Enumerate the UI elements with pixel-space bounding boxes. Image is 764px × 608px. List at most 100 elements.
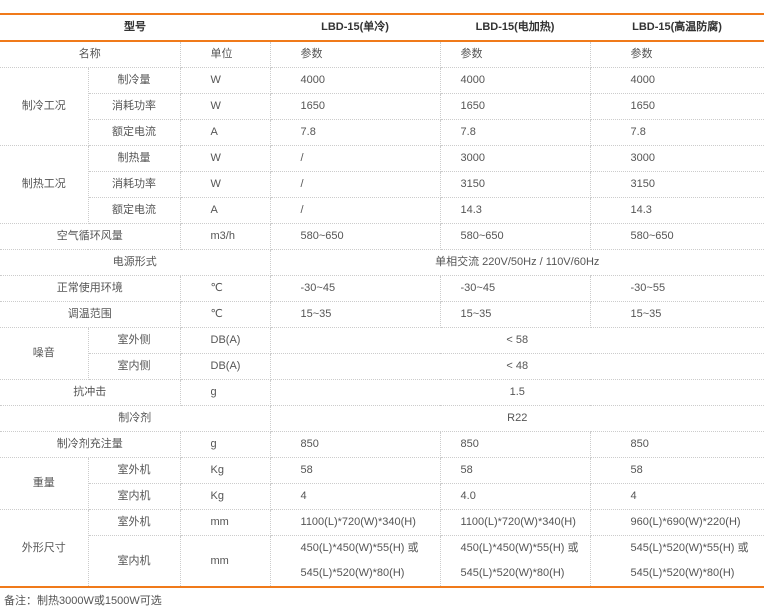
table-cell: Kg	[179, 483, 271, 510]
table-cell: 450(L)*450(W)*55(H) 或 545(L)*520(W)*80(H…	[439, 535, 591, 588]
table-cell: 580~650	[269, 223, 441, 250]
table-cell: 室内侧	[88, 353, 181, 380]
table-cell: 单相交流 220V/50Hz / 110V/60Hz	[269, 249, 764, 276]
table-cell: 名称	[0, 40, 181, 68]
table-cell: W	[179, 171, 271, 198]
table-cell: 15~35	[589, 301, 764, 328]
table-row: 抗冲击 g 1.5	[0, 379, 764, 406]
table-row: 噪音 室外侧 DB(A) < 58	[0, 327, 764, 380]
table-cell: 58	[269, 457, 441, 484]
table-row: 额定电流 A 7.8 7.8 7.8	[0, 119, 764, 146]
header-row: 型号 LBD-15(单冷) LBD-15(电加热) LBD-15(高温防腐)	[0, 13, 764, 42]
table-cell: 580~650	[589, 223, 764, 250]
table-cell: 58	[439, 457, 591, 484]
table-cell: 450(L)*450(W)*55(H) 或 545(L)*520(W)*80(H…	[269, 535, 441, 588]
table-cell: 额定电流	[88, 197, 181, 224]
table-cell: mm	[179, 535, 271, 588]
table-cell: 1100(L)*720(W)*340(H)	[439, 509, 591, 536]
table-cell: /	[269, 197, 441, 224]
table-cell: 580~650	[439, 223, 591, 250]
table-cell: 室外机	[87, 457, 181, 484]
table-cell: 15~35	[439, 301, 591, 328]
table-row: 室内侧 DB(A) < 48	[0, 353, 764, 380]
table-cell: 室外机	[87, 509, 181, 536]
table-cell: 室内机	[88, 535, 181, 588]
table-cell: -30~45	[269, 275, 441, 302]
table-row: 名称 单位 参数 参数 参数	[0, 40, 764, 68]
table-cell: 正常使用环境	[0, 275, 181, 302]
table-cell: m3/h	[179, 223, 271, 250]
table-cell: /	[269, 171, 441, 198]
table-cell: 14.3	[439, 197, 591, 224]
table-cell: 3000	[439, 145, 591, 172]
table-cell: Kg	[179, 457, 271, 484]
table-cell: 参数	[269, 40, 441, 68]
table-row: 室内机 mm 450(L)*450(W)*55(H) 或 545(L)*520(W)…	[0, 535, 764, 588]
table-cell: 850	[439, 431, 591, 458]
table-cell: 参数	[589, 40, 764, 68]
table-row: 重量 室外机 Kg 58 58 58	[0, 457, 764, 510]
table-row: 室内机 Kg 4 4.0 4	[0, 483, 764, 510]
table-cell: W	[179, 145, 271, 172]
table-cell: 调温范围	[0, 301, 181, 328]
table-cell: 消耗功率	[88, 171, 181, 198]
table-cell: A	[179, 119, 271, 146]
table-cell: 4000	[439, 67, 591, 94]
table-cell: 4	[269, 483, 441, 510]
table-cell: 3150	[589, 171, 764, 198]
table-cell: 噪音	[0, 327, 89, 380]
table-row: 制冷剂充注量 g 850 850 850	[0, 431, 764, 458]
table-cell: 4	[589, 483, 764, 510]
table-cell: 室内机	[88, 483, 181, 510]
table-cell: -30~45	[439, 275, 591, 302]
table-cell: 4000	[269, 67, 441, 94]
table-row: 制热工况 制热量 W/3000 3000	[0, 145, 764, 224]
table-cell: 850	[269, 431, 441, 458]
table-row: 空气循环风量 m3/h 580~650 580~650 580~650	[0, 223, 764, 250]
table-cell: 4000	[589, 67, 764, 94]
table-cell: 制冷工况	[0, 67, 89, 146]
spec-table: 型号 LBD-15(单冷) LBD-15(电加热) LBD-15(高温防腐) 名称 单位参…	[0, 13, 764, 588]
table-row: 消耗功率 W 1650 1650 1650	[0, 93, 764, 120]
table-cell: 1.5	[269, 379, 764, 406]
table-cell: A	[179, 197, 271, 224]
table-cell: 制热工况	[0, 145, 89, 224]
table-cell: 重量	[0, 457, 89, 510]
table-cell: 制冷剂充注量	[0, 431, 181, 458]
table-cell: 58	[589, 457, 764, 484]
table-cell: 制冷量	[87, 67, 181, 94]
table-cell: 14.3	[589, 197, 764, 224]
table-cell: 545(L)*520(W)*55(H) 或 545(L)*520(W)*80(H…	[589, 535, 764, 588]
table-row: 制冷剂 R22	[0, 405, 764, 432]
table-row: 额定电流 A/14.3 14.3	[0, 197, 764, 224]
table-cell: g	[179, 431, 271, 458]
table-cell: 1650	[269, 93, 441, 120]
table-cell: 1650	[439, 93, 591, 120]
table-cell: 制冷剂	[0, 405, 271, 432]
header-cell: LBD-15(高温防腐)	[590, 13, 764, 42]
table-cell: 额定电流	[88, 119, 181, 146]
table-cell: 消耗功率	[88, 93, 181, 120]
header-cell: 型号	[0, 13, 271, 42]
table-cell: g	[179, 379, 271, 406]
table-cell: 外形尺寸	[0, 509, 89, 588]
table-row: 外形尺寸 室外机 mm 1100(L)*720(W)*340(H) 1100(L)*72…	[0, 509, 764, 588]
table-cell: 参数	[439, 40, 591, 68]
table-cell: ℃	[179, 301, 271, 328]
table-row: 正常使用环境 ℃ -30~45 -30~45 -30~55	[0, 275, 764, 302]
table-cell: 单位	[179, 40, 271, 68]
table-cell: 7.8	[439, 119, 591, 146]
table-cell: /	[269, 145, 441, 172]
table-cell: 7.8	[269, 119, 441, 146]
table-cell: 1650	[589, 93, 764, 120]
table-cell: W	[179, 67, 271, 94]
table-cell: DB(A)	[179, 327, 271, 354]
table-row: 制冷工况 制冷量 W 4000 4000 4000	[0, 67, 764, 146]
table-cell: 960(L)*690(W)*220(H)	[589, 509, 764, 536]
table-cell: W	[179, 93, 271, 120]
table-cell: ℃	[179, 275, 271, 302]
header-cell: LBD-15(单冷)	[270, 13, 441, 42]
table-cell: 室外侧	[87, 327, 181, 354]
table-cell: R22	[269, 405, 764, 432]
table-cell: mm	[179, 509, 271, 536]
